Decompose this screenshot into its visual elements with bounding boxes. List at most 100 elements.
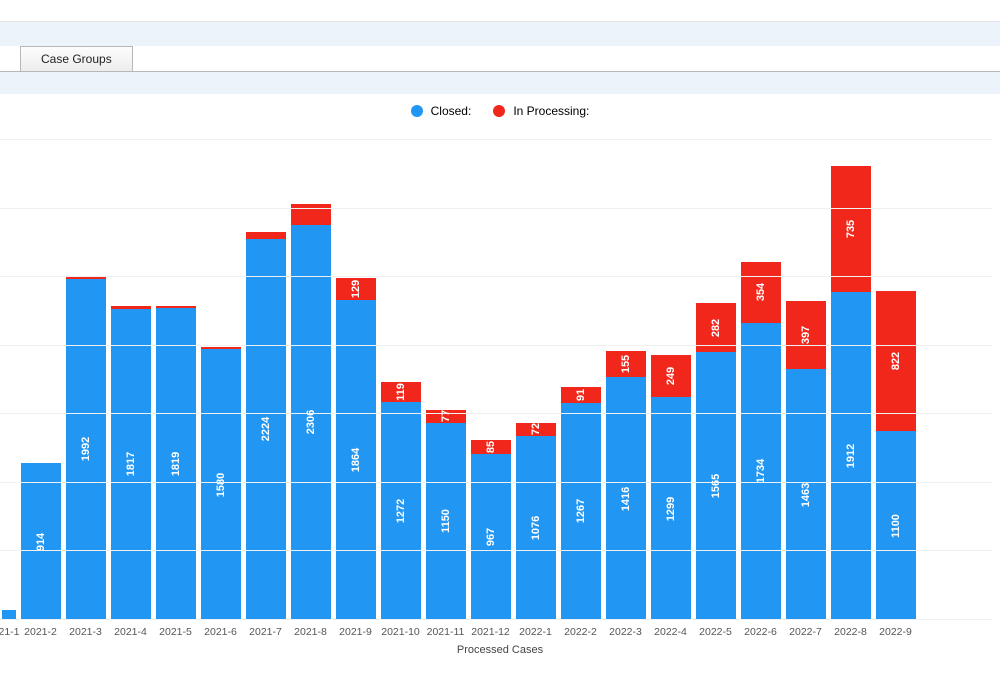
gridline	[0, 413, 992, 414]
bar-segment-closed[interactable]: 1267	[561, 403, 601, 620]
tab-bar: Case Groups	[0, 46, 1000, 72]
bar-slot: 19127352022-8	[828, 140, 873, 620]
bar-stack[interactable]: 1565 282	[696, 303, 736, 620]
bars-container: 21-19142021-219922021-318172021-41819202…	[0, 140, 992, 620]
bar-stack[interactable]: 107672	[516, 423, 556, 620]
bar-segment-closed[interactable]: 1912	[831, 292, 871, 620]
bar-segment-closed[interactable]: 2306	[291, 225, 331, 620]
x-tick-label: 2021-5	[159, 626, 192, 638]
bar-segment-inproc[interactable]	[156, 306, 196, 308]
bar-value-closed: 1267	[575, 499, 587, 523]
bar-stack[interactable]: 1819	[156, 306, 196, 620]
x-tick-label: 2022-5	[699, 626, 732, 638]
bar-value-closed: 1992	[80, 437, 92, 461]
gridline	[0, 550, 992, 551]
bar-stack[interactable]: 1580	[201, 347, 241, 620]
bar-value-inproc: 155	[620, 355, 632, 373]
bar-slot: 967852021-12	[468, 140, 513, 620]
bar-stack[interactable]: 1912 735	[831, 166, 871, 620]
bar-stack[interactable]: 96785	[471, 440, 511, 620]
bar-stack[interactable]: 1463397	[786, 301, 826, 620]
bar-value-closed: 1819	[170, 452, 182, 476]
bar-segment-inproc[interactable]	[201, 347, 241, 349]
bar-slot: 18172021-4	[108, 140, 153, 620]
bar-segment-inproc[interactable]: 155	[606, 351, 646, 378]
bar-slot: 1150772021-11	[423, 140, 468, 620]
bar-slot: 12721192021-10	[378, 140, 423, 620]
bar-stack[interactable]: 1864 129	[336, 278, 376, 620]
gridline	[0, 208, 992, 209]
bar-segment-closed[interactable]: 2224	[246, 239, 286, 620]
bar-segment-inproc[interactable]: 735	[831, 166, 871, 292]
bar-segment-closed[interactable]: 1299	[651, 397, 691, 620]
x-tick-label: 2021-12	[471, 626, 510, 638]
bar-slot: 1076722022-1	[513, 140, 558, 620]
bar-stack[interactable]: 2306	[291, 204, 331, 620]
ribbon-band	[0, 22, 1000, 46]
bar-stack[interactable]: 1100 822	[876, 291, 916, 620]
bar-value-inproc: 282	[710, 318, 722, 336]
bar-segment-closed[interactable]: 1463	[786, 369, 826, 620]
bar-segment-inproc[interactable]: 822	[876, 291, 916, 432]
bar-slot: 11008222022-9	[873, 140, 918, 620]
bar-segment-inproc[interactable]: 397	[786, 301, 826, 369]
bar-stack[interactable]: 1299 249	[651, 355, 691, 620]
bar-value-inproc: 91	[575, 389, 587, 401]
bar-stack[interactable]: 1817	[111, 306, 151, 620]
bar-segment-closed[interactable]: 1817	[111, 309, 151, 620]
bar-segment-inproc[interactable]: 91	[561, 387, 601, 403]
bar-stack[interactable]: 1267 91	[561, 387, 601, 620]
bar-value-closed: 1150	[440, 509, 452, 533]
bar-value-inproc: 735	[845, 220, 857, 238]
bar-segment-inproc[interactable]: 119	[381, 382, 421, 402]
bar-segment-inproc[interactable]: 72	[516, 423, 556, 435]
bar-slot: 12992492022-4	[648, 140, 693, 620]
bar-segment-inproc[interactable]	[246, 232, 286, 239]
bar-segment-closed[interactable]: 1819	[156, 308, 196, 620]
bar-segment-inproc[interactable]: 85	[471, 440, 511, 455]
bar-segment-closed[interactable]: 914	[21, 463, 61, 620]
top-spacer	[0, 0, 1000, 22]
bar-stack[interactable]: 1734354	[741, 262, 781, 620]
gridline	[0, 139, 992, 140]
bar-slot: 15652822022-5	[693, 140, 738, 620]
bar-segment-inproc[interactable]: 249	[651, 355, 691, 398]
bar-value-inproc: 249	[665, 367, 677, 385]
bar-segment-closed[interactable]: 1992	[66, 279, 106, 620]
bar-stack[interactable]: 1992	[66, 277, 106, 620]
bar-value-inproc: 119	[395, 383, 407, 401]
bar-stack[interactable]: 2224	[246, 232, 286, 620]
bar-stack[interactable]: 1272119	[381, 382, 421, 620]
bar-value-closed: 1864	[350, 448, 362, 472]
bar-value-closed: 1817	[125, 452, 137, 476]
x-tick-label: 2021-9	[339, 626, 372, 638]
bar-segment-closed[interactable]: 1076	[516, 436, 556, 620]
bar-value-inproc: 72	[530, 423, 542, 435]
tab-case-groups[interactable]: Case Groups	[20, 46, 133, 72]
bar-stack[interactable]: 1150 77	[426, 410, 466, 620]
bar-segment-closed[interactable]: 1734	[741, 323, 781, 620]
gridline	[0, 482, 992, 483]
bar-segment-inproc[interactable]: 129	[336, 278, 376, 300]
bar-segment-inproc[interactable]: 354	[741, 262, 781, 323]
bar-segment-closed[interactable]: 1100	[876, 431, 916, 620]
bar-segment-closed[interactable]: 1272	[381, 402, 421, 620]
bar-segment-inproc[interactable]	[111, 306, 151, 308]
gridline	[0, 276, 992, 277]
x-tick-label: 2021-10	[381, 626, 420, 638]
bar-value-inproc: 822	[890, 352, 902, 370]
bar-segment-closed[interactable]: 1580	[201, 349, 241, 620]
x-tick-label: 2021-3	[69, 626, 102, 638]
x-tick-label: 2022-4	[654, 626, 687, 638]
bar-segment-closed[interactable]: 1150	[426, 423, 466, 620]
bar-slot: 17343542022-6	[738, 140, 783, 620]
x-tick-label: 2021-7	[249, 626, 282, 638]
bar-segment-closed[interactable]: 1864	[336, 300, 376, 620]
bar-segment-closed[interactable]: 967	[471, 454, 511, 620]
bar-segment-closed[interactable]: 1565	[696, 352, 736, 620]
bar-stack[interactable]: 914	[21, 463, 61, 620]
bar-segment-inproc[interactable]: 77	[426, 410, 466, 423]
bar-slot: 15802021-6	[198, 140, 243, 620]
gridline	[0, 619, 992, 620]
bar-stack[interactable]: 1416155	[606, 351, 646, 620]
